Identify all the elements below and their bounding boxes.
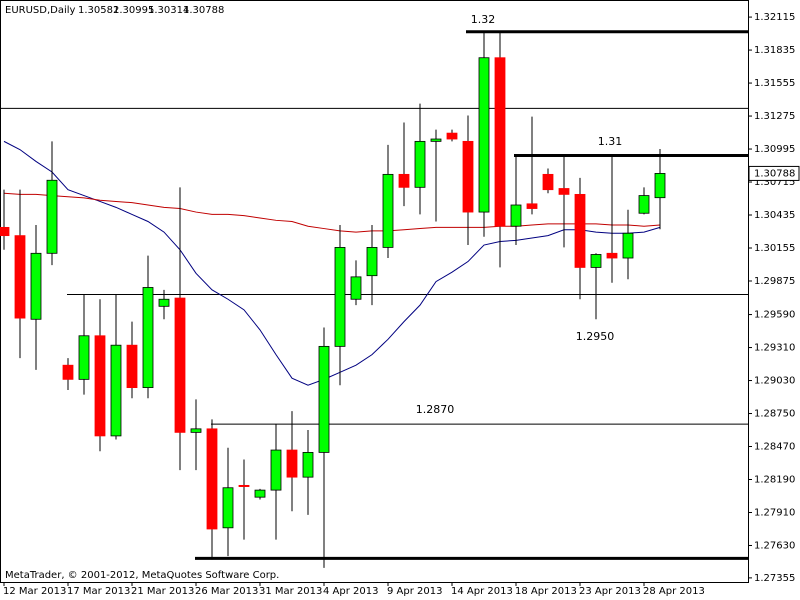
annotation: 1.2870 xyxy=(416,403,455,416)
y-tick-label: 1.30155 xyxy=(754,243,795,254)
candle-body xyxy=(206,428,218,530)
x-tick-label: 4 Apr 2013 xyxy=(323,586,378,597)
x-tick-label: 17 Mar 2013 xyxy=(67,586,130,597)
annotation: 1.2950 xyxy=(576,330,615,343)
x-tick-label: 31 Mar 2013 xyxy=(259,586,322,597)
candle-body xyxy=(558,188,570,195)
candle-body xyxy=(46,179,58,254)
x-tick-label: 18 Apr 2013 xyxy=(515,586,577,597)
candle-body xyxy=(494,57,506,227)
y-tick-label: 1.32115 xyxy=(754,12,795,23)
candle-body xyxy=(430,138,442,142)
y-tick-label: 1.28190 xyxy=(754,475,795,486)
candle-body xyxy=(286,449,298,478)
candle-body xyxy=(606,252,618,259)
candle-body xyxy=(622,232,634,259)
candle-body xyxy=(318,345,330,453)
candle-body xyxy=(446,132,458,140)
y-tick-label: 1.29310 xyxy=(754,343,795,354)
y-tick-label: 1.30995 xyxy=(754,144,795,155)
candle-body xyxy=(638,195,650,214)
candle-body xyxy=(526,203,538,209)
candle-body xyxy=(542,173,554,191)
candle-body xyxy=(414,140,426,188)
candle-body xyxy=(110,344,122,437)
candle-body xyxy=(14,235,26,319)
footer: MetaTrader, © 2001-2012, MetaQuotes Soft… xyxy=(5,570,279,581)
candle-body xyxy=(350,276,362,300)
y-tick-label: 1.29590 xyxy=(754,310,795,321)
candle-body xyxy=(62,364,74,380)
y-tick-label: 1.31275 xyxy=(754,111,795,122)
y-tick-label: 1.30715 xyxy=(754,177,795,188)
y-tick-label: 1.30435 xyxy=(754,210,795,221)
annotation: 1.32 xyxy=(471,13,496,26)
y-tick-label: 1.27910 xyxy=(754,507,795,518)
plot-frame xyxy=(0,0,749,583)
candle-body xyxy=(302,452,314,478)
candle-body xyxy=(222,487,234,529)
candle-body xyxy=(126,344,138,389)
y-tick-label: 1.27630 xyxy=(754,540,795,551)
candle-body xyxy=(462,140,474,213)
moving-average xyxy=(3,140,661,386)
candle-body xyxy=(574,193,586,268)
x-tick-label: 26 Mar 2013 xyxy=(195,586,258,597)
x-tick-label: 14 Apr 2013 xyxy=(451,586,513,597)
y-tick-label: 1.28470 xyxy=(754,442,795,453)
candle-body xyxy=(366,247,378,277)
y-tick-label: 1.29030 xyxy=(754,376,795,387)
x-tick-label: 9 Apr 2013 xyxy=(387,586,442,597)
candle-body xyxy=(174,297,186,433)
y-tick-label: 1.31835 xyxy=(754,45,795,56)
candle-body xyxy=(382,173,394,248)
candle-body xyxy=(590,254,602,268)
y-tick-label: 1.27355 xyxy=(754,573,795,584)
candle-body xyxy=(398,173,410,188)
header-high: 1.30995 xyxy=(113,5,154,16)
y-tick-label: 1.29875 xyxy=(754,276,795,287)
candle-body xyxy=(334,247,346,347)
current-price: 1.30788 xyxy=(754,168,795,179)
candle-body xyxy=(30,252,42,320)
candle-body xyxy=(510,204,522,227)
candle-body xyxy=(270,449,282,491)
x-tick-label: 28 Apr 2013 xyxy=(643,586,705,597)
candle-body xyxy=(254,489,266,498)
y-tick-label: 1.28750 xyxy=(754,409,795,420)
header-low: 1.30314 xyxy=(148,5,189,16)
candle-body xyxy=(142,287,154,389)
header-open: 1.30582 xyxy=(78,5,119,16)
candle-body xyxy=(0,226,10,237)
annotation: 1.31 xyxy=(598,135,623,148)
price-box xyxy=(748,165,800,181)
x-tick-label: 23 Apr 2013 xyxy=(579,586,641,597)
candle-body xyxy=(478,57,490,213)
moving-average xyxy=(3,192,661,233)
candle-body xyxy=(190,428,202,433)
candle-body xyxy=(78,335,90,380)
symbol: EURUSD,Daily xyxy=(5,5,76,16)
x-tick-label: 21 Mar 2013 xyxy=(131,586,194,597)
header-close: 1.30788 xyxy=(183,5,224,16)
candle-body xyxy=(238,484,250,487)
candle-body xyxy=(654,173,666,199)
candle-body xyxy=(94,335,106,437)
x-tick-label: 12 Mar 2013 xyxy=(3,586,66,597)
candle-body xyxy=(158,298,170,307)
y-tick-label: 1.31555 xyxy=(754,78,795,89)
